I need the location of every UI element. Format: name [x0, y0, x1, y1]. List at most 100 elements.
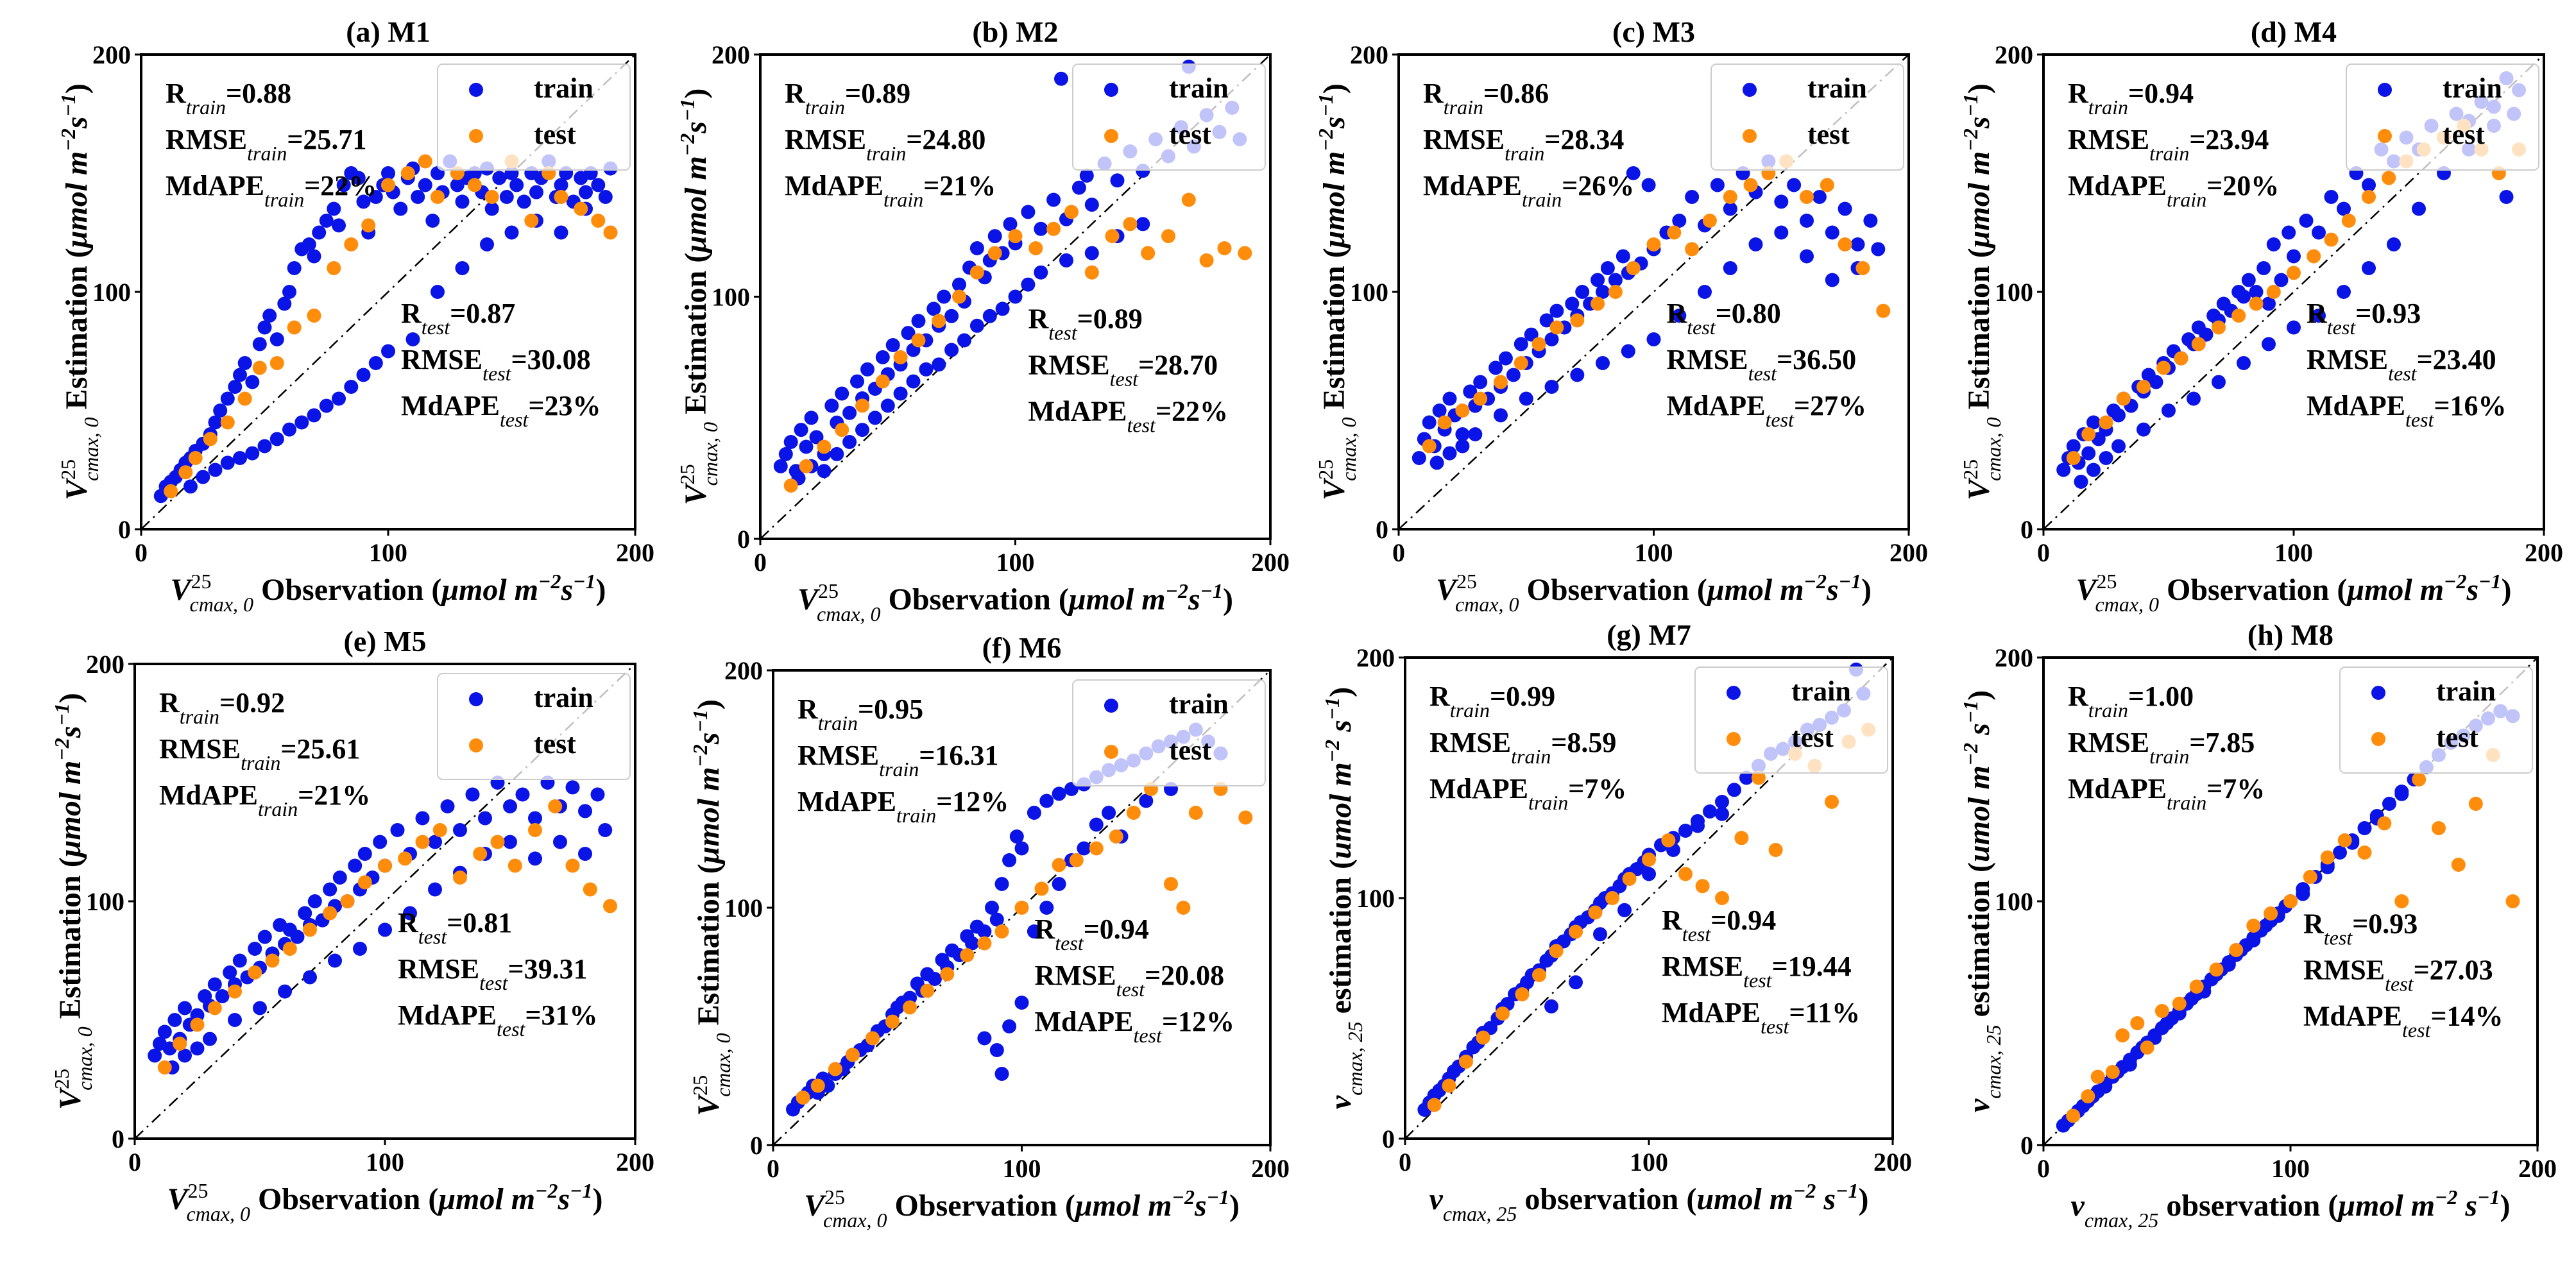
point-train [356, 368, 371, 382]
xlabel-var: V [804, 1189, 827, 1223]
point-test [2212, 320, 2226, 335]
stat-r-train: Rtrain=0.99 [1429, 681, 1555, 722]
point-train [987, 229, 1002, 244]
point-train [178, 1001, 192, 1015]
point-train [245, 446, 260, 461]
point-train [1774, 194, 1789, 209]
point-test [1825, 795, 1839, 809]
point-train [353, 942, 367, 956]
point-train [1071, 180, 1086, 195]
point-train [2199, 327, 2213, 342]
stat-rmse-train: RMSEtrain=8.59 [1429, 727, 1616, 768]
legend-box [1694, 667, 1888, 774]
point-test [1569, 924, 1583, 939]
point-train [328, 953, 342, 968]
stat-value: =39.31 [508, 953, 588, 985]
ylabel-text: Estimation ( [1962, 248, 1996, 417]
point-train [1544, 332, 1559, 346]
point-train [208, 463, 223, 477]
stat-rmse-test: RMSEtest=28.70 [1028, 350, 1218, 391]
point-train [2394, 786, 2409, 801]
x-axis-label: V25 cmax, 0 Observation (μmol m−2s−1) [2076, 570, 2511, 616]
panel-5: train test 0 100 200 0 100 200 (e) M5 V25 cmax, 0 … [50, 625, 654, 1225]
legend-label-train: train [1791, 675, 1851, 707]
point-test [1176, 901, 1191, 915]
point-test [855, 398, 869, 413]
stat-value: =0.88 [226, 78, 291, 109]
point-train [1008, 289, 1023, 304]
panel-title: (g) M7 [1607, 618, 1691, 651]
point-test [977, 936, 992, 951]
point-train [2172, 1006, 2187, 1021]
point-test [1014, 901, 1029, 915]
xlabel-sup: 25 [824, 1185, 845, 1209]
stat-label: MdAPE [1667, 390, 1766, 421]
xlabel-text: Observation ( [2159, 573, 2347, 607]
point-train [428, 882, 442, 897]
legend-box [2339, 667, 2533, 774]
point-train [860, 362, 874, 377]
stat-sub: test [1761, 1015, 1790, 1038]
stat-sub: train [866, 142, 906, 165]
x-tick-label: 0 [767, 1154, 780, 1183]
xlabel-sub: cmax, 0 [1455, 593, 1519, 616]
stat-sub: train [805, 96, 845, 119]
stat-value: =0.86 [1483, 78, 1549, 109]
point-train [906, 374, 921, 389]
point-train [1039, 794, 1054, 808]
stat-value: =0.94 [1084, 913, 1149, 945]
xlabel-unit-sup2: −1 [1836, 1179, 1858, 1202]
point-test [2337, 833, 2352, 847]
point-train [351, 171, 366, 185]
y-axis-label: V25cmax, 0 Estimation (μmol m−2s−1) [688, 699, 735, 1116]
stat-sub: train [2167, 188, 2206, 211]
point-train [893, 386, 908, 401]
xlabel-close: ) [1859, 1182, 1869, 1216]
y-tick-label: 100 [1995, 278, 2033, 307]
point-train [509, 178, 524, 192]
point-train [1002, 853, 1017, 867]
point-test [1052, 858, 1066, 872]
stat-label: MdAPE [1662, 997, 1761, 1028]
point-train [499, 190, 514, 204]
point-train [783, 435, 798, 449]
point-train [1455, 427, 1470, 441]
x-tick-label: 0 [2037, 1154, 2050, 1183]
point-train [1052, 877, 1066, 891]
point-test [1089, 841, 1104, 856]
panel-title: (f) M6 [982, 631, 1062, 664]
point-train [2256, 261, 2271, 275]
stat-label: R [2307, 298, 2328, 329]
point-train [233, 451, 247, 465]
stat-mdape-train: MdAPEtrain=7% [2068, 773, 2265, 814]
point-test [817, 439, 832, 454]
point-test [1855, 261, 1870, 275]
x-axis-label: V25 cmax, 0 Observation (μmol m−2s−1) [170, 570, 606, 616]
point-train [794, 423, 808, 437]
point-train [1723, 201, 1737, 216]
stat-value: =28.70 [1138, 350, 1218, 381]
point-train [336, 178, 351, 192]
stat-mdape-test: MdAPEtest=16% [2307, 390, 2507, 431]
point-train [989, 1043, 1004, 1057]
stat-rmse-test: RMSEtest=23.40 [2307, 344, 2496, 385]
stat-value: =11% [1789, 997, 1860, 1028]
point-train [2387, 237, 2401, 251]
stat-rmse-test: RMSEtest=39.31 [398, 953, 588, 994]
point-test [1238, 810, 1253, 825]
x-tick-label: 0 [754, 548, 767, 577]
point-test [248, 965, 262, 980]
point-train [1715, 795, 1729, 809]
point-train [1034, 265, 1048, 280]
xlabel-unit-sup2: −1 [1839, 570, 1861, 593]
stat-rmse-test: RMSEtest=27.03 [2303, 954, 2493, 995]
xlabel-text: observation ( [1517, 1182, 1696, 1216]
x-axis-label: V25 cmax, 0 Observation (μmol m−2s−1) [798, 579, 1233, 625]
point-test [1109, 829, 1123, 844]
point-train [994, 877, 1009, 891]
point-test [2412, 772, 2427, 786]
point-train [1473, 375, 1488, 389]
point-train [504, 225, 519, 240]
